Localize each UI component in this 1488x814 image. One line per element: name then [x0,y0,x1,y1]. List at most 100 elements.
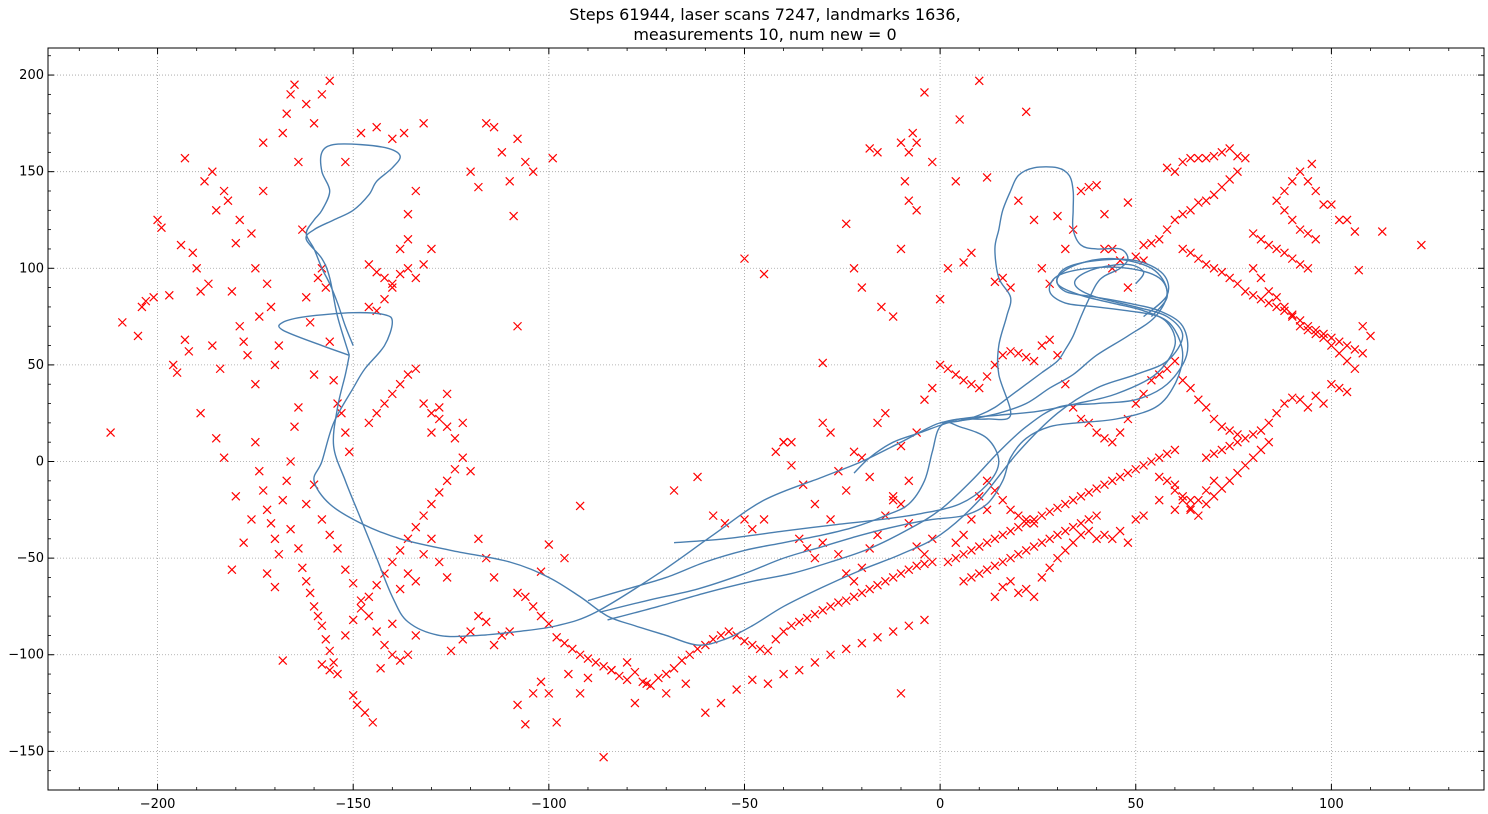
landmark-marker [184,346,194,356]
landmark-marker [669,486,679,495]
x-tick-label: 100 [1319,797,1344,812]
landmark-marker [661,688,671,698]
landmark-marker [325,337,335,347]
landmark-marker [959,375,969,385]
landmark-marker [364,418,374,428]
landmark-marker [990,277,1000,287]
landmark-marker [599,752,609,762]
landmark-marker [920,88,929,97]
landmark-marker [1248,229,1258,238]
landmark-marker [180,153,190,163]
chart-title-line-2: measurements 10, num new = 0 [633,25,896,44]
landmark-marker [1209,476,1219,486]
landmark-marker [759,269,769,279]
landmark-marker [360,708,370,718]
landmark-marker [372,408,382,418]
landmark-marker [364,611,374,621]
x-tick-label: −200 [140,797,176,812]
landmark-marker [254,312,264,322]
landmark-marker [1006,526,1015,536]
landmark-marker [740,636,749,646]
landmark-marker [877,302,886,312]
landmark-marker [427,534,436,544]
landmark-marker [716,630,726,640]
landmark-marker [250,263,260,273]
landmark-marker [693,472,702,482]
landmark-marker [1272,408,1282,418]
landmark-marker [411,186,421,196]
landmark-marker [333,669,342,679]
landmark-marker [1319,200,1328,209]
landmark-marker [442,389,452,399]
landmark-marker [1123,538,1133,548]
landmark-marker [1170,445,1180,455]
landmark-marker [536,677,546,687]
landmark-marker [305,588,315,598]
landmark-marker [395,379,405,389]
landmark-marker [959,258,969,267]
landmark-marker [1053,553,1062,563]
x-tick-label: −150 [335,797,371,812]
landmark-marker [266,518,276,528]
y-tick-label: 200 [19,68,44,83]
landmark-marker [262,505,272,515]
landmark-marker [873,632,882,642]
landmark-marker [1256,273,1266,283]
landmark-marker [857,588,867,598]
landmark-marker [442,573,452,582]
landmark-marker [841,486,851,495]
landmark-marker [340,157,350,167]
landmark-marker [1186,153,1195,163]
landmark-marker [841,569,851,579]
landmark-marker [661,669,671,679]
landmark-marker [802,613,812,623]
landmark-marker [880,408,890,418]
landmark-marker [1186,505,1195,515]
landmark-marker [348,615,358,625]
landmark-marker [904,196,914,206]
landmark-marker [395,269,405,279]
landmark-marker [1139,240,1149,250]
landmark-marker [1029,515,1039,524]
landmark-marker [419,118,429,128]
landmark-marker [207,167,217,177]
landmark-marker [849,576,859,586]
landmark-marker [434,557,444,567]
landmark-marker [810,553,820,563]
landmark-marker [317,621,327,631]
landmark-marker [1311,329,1321,339]
trajectory-line [278,263,1184,646]
landmark-marker [286,89,296,99]
landmark-marker [642,679,652,689]
landmark-marker [1350,227,1360,236]
landmark-marker [998,495,1008,505]
landmark-marker [990,534,1000,544]
landmark-marker [419,549,429,559]
landmark-marker [1272,292,1282,302]
landmark-marker [458,453,468,463]
landmark-marker [290,422,299,432]
landmark-marker [196,287,206,296]
landmark-marker [137,302,147,312]
landmark-marker [1107,437,1117,447]
landmark-marker [1162,225,1172,235]
landmark-marker [693,644,702,654]
plot-frame [47,47,1485,791]
landmark-marker [1170,167,1180,177]
landmark-marker [1240,433,1250,443]
landmark-marker [1084,418,1094,428]
landmark-marker [1060,545,1070,555]
landmark-marker [1115,526,1125,536]
landmark-marker [293,544,303,553]
landmark-marker [106,428,116,437]
landmark-marker [779,669,789,679]
landmark-marker [998,557,1008,567]
landmark-marker [1013,348,1023,358]
landmark-marker [912,205,922,215]
landmark-marker [274,549,284,559]
landmark-marker [1107,476,1117,486]
landmark-marker [1240,287,1250,296]
landmark-marker [1100,433,1109,443]
landmark-marker [411,630,421,640]
landmark-marker [990,486,1000,495]
